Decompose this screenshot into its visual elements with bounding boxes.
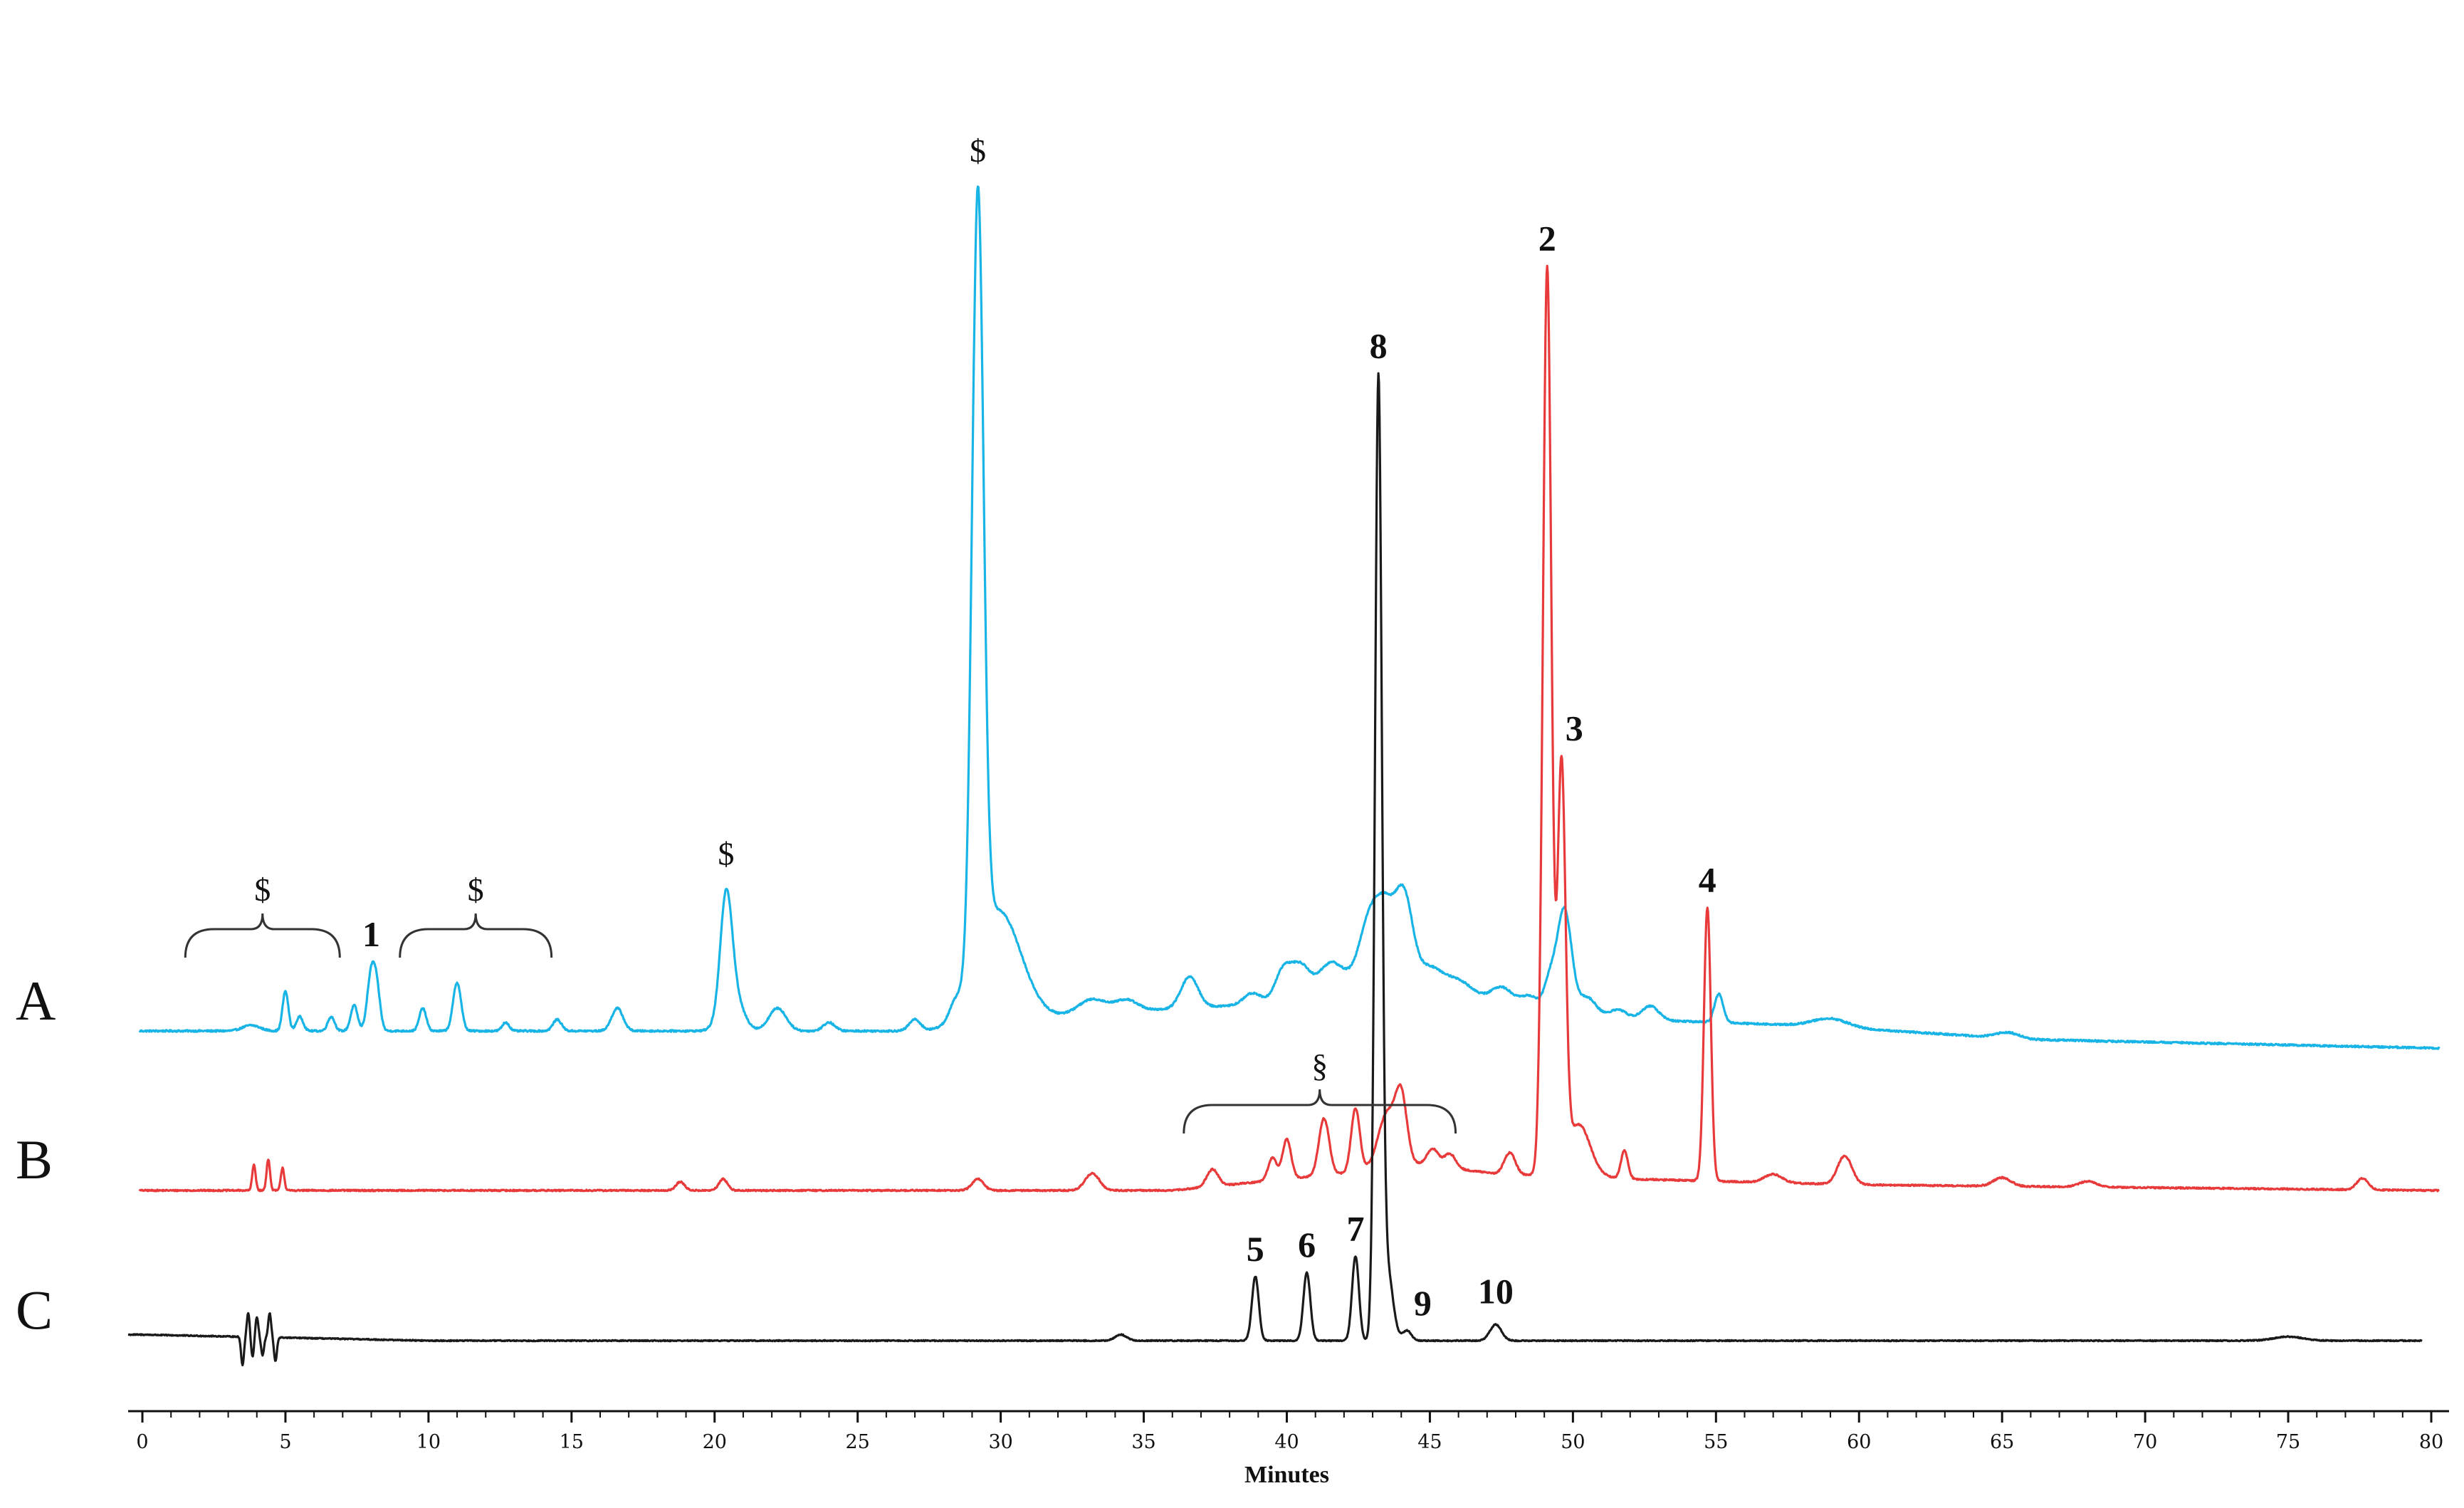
x-axis: 0 5 10 15 20 25 30 35 40 45 50 55 60 65 70 75 80 bbox=[128, 1410, 2449, 1453]
peak-mark-3: $ bbox=[970, 132, 986, 169]
x-tick-label: 50 bbox=[1561, 1431, 1585, 1453]
peak-label-7: 7 bbox=[1346, 1209, 1364, 1249]
annotations-layer: 1 2 3 4 5 6 7 8 9 10 $ $ $ $ § bbox=[184, 132, 1716, 1323]
peak-label-6: 6 bbox=[1298, 1225, 1316, 1264]
x-tick-label: 60 bbox=[1847, 1431, 1871, 1453]
x-tick-label: 70 bbox=[2133, 1431, 2157, 1453]
peak-label-9: 9 bbox=[1414, 1283, 1432, 1323]
brace-mark-1: $ bbox=[468, 871, 484, 908]
trace-line-b bbox=[138, 264, 2440, 1193]
trace-label-a: A bbox=[16, 970, 56, 1032]
trace-line-a bbox=[138, 185, 2441, 1050]
x-tick-label: 0 bbox=[136, 1431, 148, 1453]
peak-label-8: 8 bbox=[1370, 326, 1388, 366]
trace-line-c bbox=[127, 372, 2423, 1367]
x-tick-label: 30 bbox=[988, 1431, 1012, 1453]
brace-mark-4: § bbox=[1311, 1047, 1328, 1084]
x-tick-label: 15 bbox=[560, 1431, 584, 1453]
brace-4 bbox=[1183, 1089, 1457, 1134]
x-tick-label: 35 bbox=[1131, 1431, 1155, 1453]
brace-0 bbox=[184, 913, 341, 958]
brace-1 bbox=[399, 913, 553, 958]
trace-label-c: C bbox=[16, 1279, 53, 1341]
traces-layer: A B C bbox=[16, 185, 2441, 1367]
peak-label-3: 3 bbox=[1566, 708, 1583, 748]
x-tick-label: 5 bbox=[279, 1431, 291, 1453]
peak-label-10: 10 bbox=[1478, 1271, 1514, 1311]
x-tick-label: 10 bbox=[416, 1431, 441, 1453]
x-tick-label: 65 bbox=[1990, 1431, 2014, 1453]
x-tick-label: 40 bbox=[1274, 1431, 1299, 1453]
peak-label-5: 5 bbox=[1247, 1229, 1264, 1269]
peak-label-1: 1 bbox=[362, 914, 380, 954]
x-tick-label: 25 bbox=[846, 1431, 870, 1453]
x-tick-label: 75 bbox=[2276, 1431, 2300, 1453]
x-tick-label: 45 bbox=[1417, 1431, 1442, 1453]
x-tick-label: 20 bbox=[703, 1431, 727, 1453]
x-axis-title: Minutes bbox=[1244, 1462, 1329, 1488]
x-tick-label: 55 bbox=[1704, 1431, 1728, 1453]
peak-mark-2: $ bbox=[718, 835, 734, 871]
peak-label-4: 4 bbox=[1699, 860, 1716, 900]
x-tick-label: 80 bbox=[2419, 1431, 2443, 1453]
trace-label-b: B bbox=[16, 1129, 53, 1190]
brace-mark-0: $ bbox=[254, 871, 271, 908]
peak-label-2: 2 bbox=[1538, 219, 1556, 258]
